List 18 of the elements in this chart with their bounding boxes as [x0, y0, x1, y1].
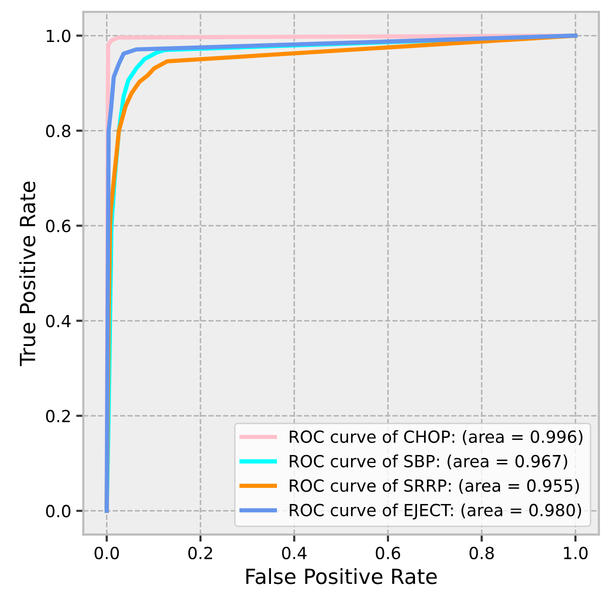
x-tick-label: 1.0 [564, 546, 588, 560]
x-tick-label: 0.6 [376, 546, 400, 560]
x-tick-label: 0.4 [282, 546, 307, 560]
y-tick-label: 1.0 [46, 30, 70, 42]
legend-label: ROC curve of SRRP: (area = 0.955) [290, 479, 579, 494]
y-tick-label: 0.6 [46, 220, 70, 232]
legend-label: ROC curve of SBP: (area = 0.967) [290, 454, 568, 470]
y-tick-label: 0.0 [46, 504, 70, 518]
y-axis-title: True Positive Rate [19, 182, 36, 366]
x-tick-label: 0.0 [94, 546, 119, 560]
x-tick-label: 0.2 [188, 546, 212, 560]
x-axis-title: False Positive Rate [246, 568, 437, 584]
y-tick-label: 0.2 [46, 410, 70, 422]
y-tick-label: 0.4 [46, 314, 71, 328]
x-tick-label: 0.8 [470, 546, 494, 560]
legend-label: ROC curve of CHOP: (area = 0.996) [290, 430, 582, 445]
y-tick-label: 0.8 [46, 124, 70, 138]
legend-label: ROC curve of EJECT: (area = 0.980) [290, 503, 582, 520]
